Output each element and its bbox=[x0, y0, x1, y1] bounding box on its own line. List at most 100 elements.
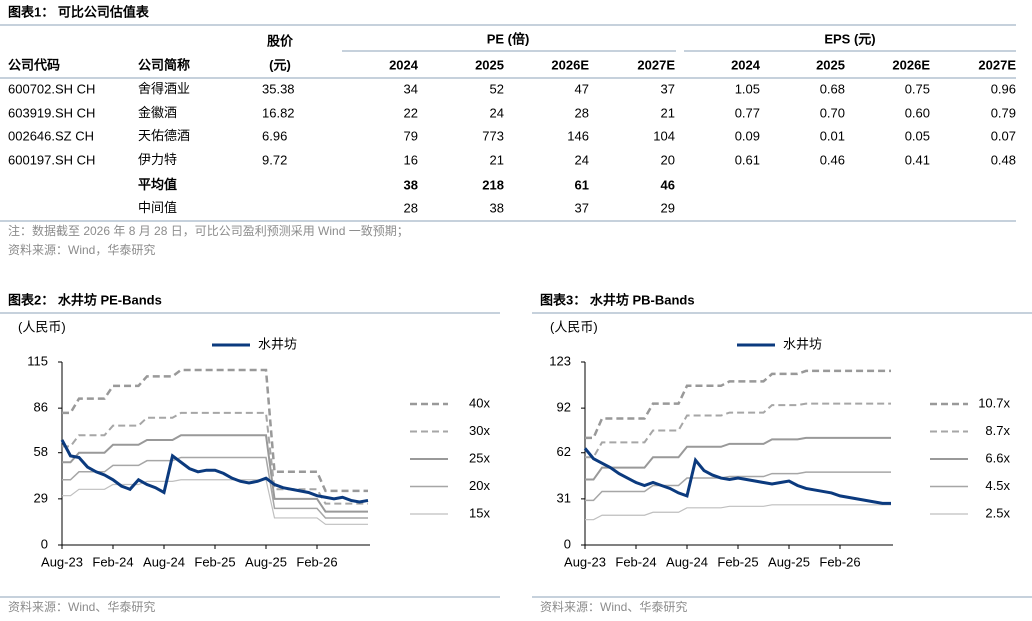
series-line bbox=[585, 436, 891, 481]
table-cell: 20 bbox=[661, 152, 675, 167]
source: 资料来源：Wind，华泰研究 bbox=[8, 242, 155, 257]
table-cell: 52 bbox=[490, 81, 504, 96]
series-line bbox=[60, 439, 369, 504]
column-header: 2026E bbox=[892, 57, 930, 72]
table-cell: 9.72 bbox=[262, 152, 287, 167]
y-tick-label: 0 bbox=[41, 536, 48, 551]
y-tick-label: 123 bbox=[549, 353, 571, 368]
series-line bbox=[583, 447, 891, 505]
legend-label: 6.6x bbox=[985, 450, 1010, 465]
table-cell: 35.38 bbox=[262, 81, 295, 96]
table-cell: 0.46 bbox=[820, 152, 845, 167]
x-tick-label: Feb-24 bbox=[615, 554, 656, 569]
column-header: (元) bbox=[269, 57, 291, 72]
column-header: 2027E bbox=[637, 57, 675, 72]
table-cell: 伊力特 bbox=[138, 152, 177, 167]
legend-label: 15x bbox=[469, 505, 490, 520]
series-line bbox=[585, 504, 891, 521]
table-cell: 中间值 bbox=[138, 200, 177, 215]
table-cell: 104 bbox=[653, 128, 675, 143]
legend-label: 4.5x bbox=[985, 478, 1010, 493]
column-header: 2024 bbox=[731, 57, 761, 72]
group-header: EPS (元) bbox=[824, 31, 875, 46]
series-line bbox=[62, 456, 368, 519]
series-line bbox=[585, 369, 891, 440]
table-cell: 29 bbox=[661, 200, 675, 215]
legend-label: 20x bbox=[469, 478, 490, 493]
series-line bbox=[62, 479, 368, 525]
y-tick-label: 92 bbox=[557, 400, 571, 415]
table-cell: 37 bbox=[575, 200, 589, 215]
table-title: 图表1： 可比公司估值表 bbox=[8, 4, 150, 19]
chart-title: 图表3： 水井坊 PB-Bands bbox=[540, 292, 695, 307]
legend-label: 30x bbox=[469, 423, 490, 438]
table-cell: 28 bbox=[404, 200, 418, 215]
y-axis-label: (人民币) bbox=[18, 319, 66, 334]
table-cell: 0.07 bbox=[991, 128, 1016, 143]
table-cell: 47 bbox=[575, 81, 589, 96]
table-cell: 16 bbox=[404, 152, 418, 167]
table-cell: 金徽酒 bbox=[138, 105, 177, 120]
chart-title: 图表2： 水井坊 PE-Bands bbox=[8, 292, 162, 307]
column-header: 2024 bbox=[389, 57, 419, 72]
table-cell: 0.68 bbox=[820, 81, 845, 96]
group-header: PE (倍) bbox=[487, 31, 530, 46]
table-cell: 0.61 bbox=[735, 152, 760, 167]
table-cell: 0.75 bbox=[905, 81, 930, 96]
column-header: 2026E bbox=[551, 57, 589, 72]
series-line bbox=[62, 434, 368, 513]
x-tick-label: Feb-26 bbox=[296, 554, 337, 569]
table-cell: 79 bbox=[404, 128, 418, 143]
table-cell: 16.82 bbox=[262, 105, 295, 120]
table-cell: 21 bbox=[490, 152, 504, 167]
x-tick-label: Feb-24 bbox=[92, 554, 133, 569]
legend-label: 25x bbox=[469, 450, 490, 465]
group-header: 股价 bbox=[267, 33, 294, 48]
table-cell: 24 bbox=[490, 105, 504, 120]
table-cell: 61 bbox=[575, 177, 589, 192]
table-cell: 6.96 bbox=[262, 128, 287, 143]
table-cell: 天佑德酒 bbox=[138, 128, 190, 143]
column-header: 公司简称 bbox=[138, 57, 190, 72]
x-tick-label: Feb-25 bbox=[194, 554, 235, 569]
table-cell: 773 bbox=[482, 128, 504, 143]
x-tick-label: Feb-25 bbox=[717, 554, 758, 569]
table-cell: 146 bbox=[567, 128, 589, 143]
x-tick-label: Aug-24 bbox=[143, 554, 185, 569]
table-cell: 1.05 bbox=[735, 81, 760, 96]
table-cell: 0.70 bbox=[820, 105, 845, 120]
note: 注：数据截至 2026 年 8 月 28 日，可比公司盈利预测采用 Wind 一… bbox=[8, 223, 409, 238]
table-cell: 28 bbox=[575, 105, 589, 120]
table-cell: 0.09 bbox=[735, 128, 760, 143]
column-header: 2027E bbox=[978, 57, 1016, 72]
y-tick-label: 86 bbox=[34, 400, 48, 415]
y-tick-label: 58 bbox=[34, 444, 48, 459]
y-tick-label: 29 bbox=[34, 490, 48, 505]
legend-label: 水井坊 bbox=[258, 336, 297, 351]
table-cell: 平均值 bbox=[138, 177, 177, 192]
legend-label: 40x bbox=[469, 395, 490, 410]
table-cell: 38 bbox=[490, 200, 504, 215]
table-cell: 37 bbox=[661, 81, 675, 96]
table-cell: 600702.SH CH bbox=[8, 81, 95, 96]
table-cell: 0.48 bbox=[991, 152, 1016, 167]
table-cell: 46 bbox=[661, 177, 675, 192]
column-header: 公司代码 bbox=[8, 57, 60, 72]
x-tick-label: Feb-26 bbox=[819, 554, 860, 569]
x-tick-label: Aug-23 bbox=[41, 554, 83, 569]
table-cell: 38 bbox=[404, 177, 418, 192]
table-cell: 0.60 bbox=[905, 105, 930, 120]
x-tick-label: Aug-23 bbox=[564, 554, 606, 569]
table-cell: 舍得酒业 bbox=[138, 81, 190, 96]
x-tick-label: Aug-25 bbox=[768, 554, 810, 569]
table-cell: 0.01 bbox=[820, 128, 845, 143]
table-cell: 0.05 bbox=[905, 128, 930, 143]
legend-label: 8.7x bbox=[985, 423, 1010, 438]
series-line bbox=[585, 402, 891, 459]
y-tick-label: 31 bbox=[557, 490, 571, 505]
source: 资料来源：Wind、华泰研究 bbox=[8, 599, 155, 614]
column-header: 2025 bbox=[475, 57, 504, 72]
y-axis-label: (人民币) bbox=[550, 319, 598, 334]
table-cell: 218 bbox=[482, 177, 504, 192]
